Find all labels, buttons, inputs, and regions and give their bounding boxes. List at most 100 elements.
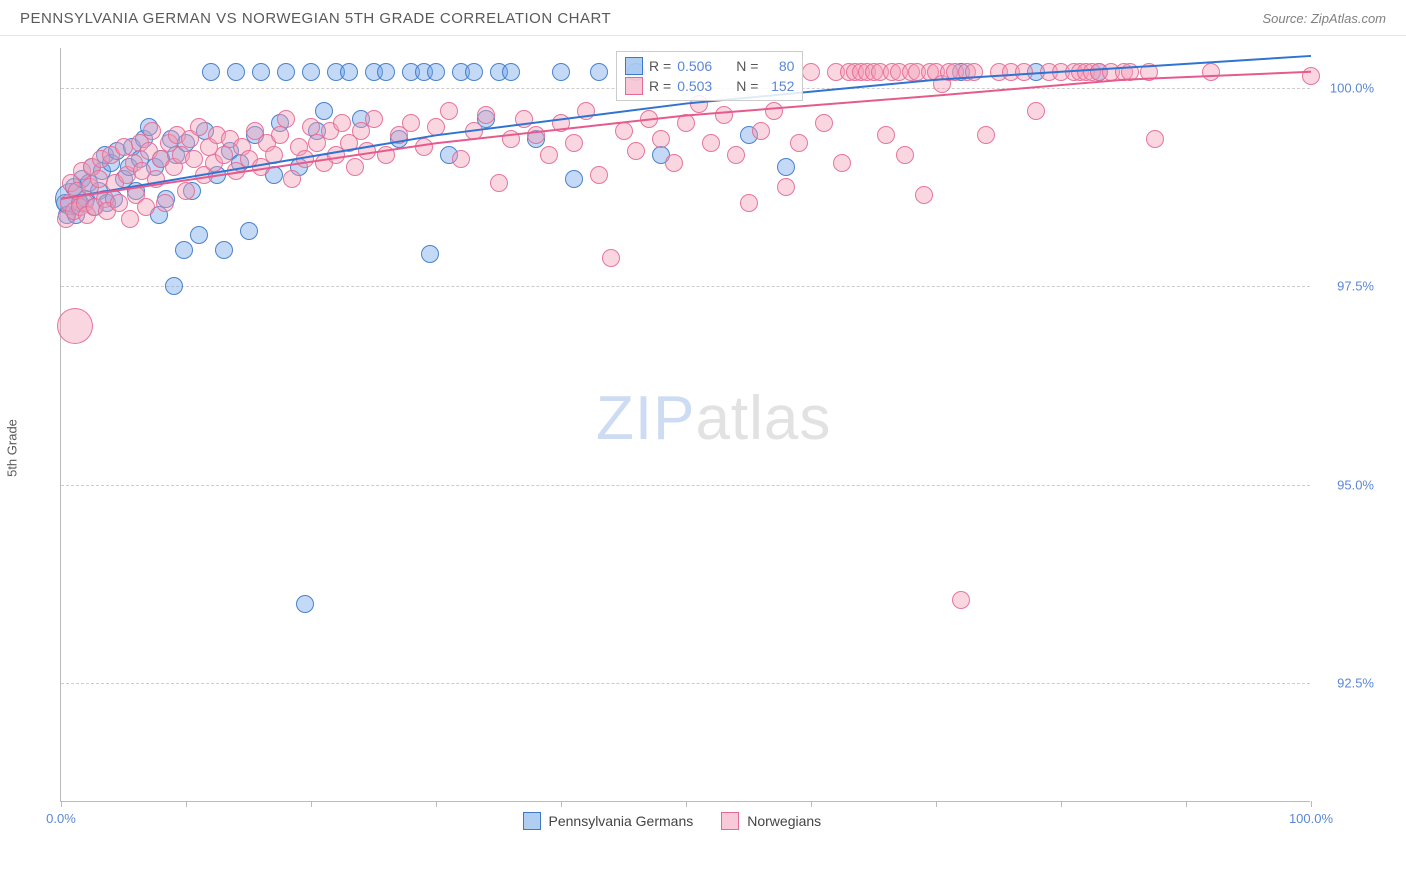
data-point-no [333,114,351,132]
data-point-no [190,118,208,136]
data-point-no [752,122,770,140]
data-point-no [271,126,289,144]
data-point-no [177,182,195,200]
data-point-no [727,146,745,164]
data-point-no [802,63,820,81]
data-point-no [1027,102,1045,120]
legend-label: Norwegians [747,813,821,829]
data-point-no [877,126,895,144]
legend-swatch [721,812,739,830]
data-point-no [815,114,833,132]
data-point-no [715,106,733,124]
data-point-pg [465,63,483,81]
data-point-pg [502,63,520,81]
data-point-pg [175,241,193,259]
y-axis-label: 5th Grade [5,419,20,477]
stat-n-value: 152 [764,78,794,94]
data-point-no [833,154,851,172]
data-point-pg [202,63,220,81]
x-tick [561,801,562,807]
chart-title: PENNSYLVANIA GERMAN VS NORWEGIAN 5TH GRA… [20,10,611,27]
data-point-no [465,122,483,140]
data-point-no [552,114,570,132]
x-tick [686,801,687,807]
data-point-no [1302,67,1320,85]
data-point-no [702,134,720,152]
data-point-no [358,142,376,160]
data-point-no [627,142,645,160]
data-point-no [215,146,233,164]
stat-r-label: R = [649,58,671,74]
data-point-no [143,122,161,140]
chart-area: 5th Grade 92.5%95.0%97.5%100.0%0.0%100.0… [20,48,1386,848]
legend-item: Pennsylvania Germans [523,812,694,830]
x-tick [186,801,187,807]
data-point-no [346,158,364,176]
data-point-no [427,118,445,136]
data-point-pg [215,241,233,259]
data-point-no [652,130,670,148]
data-point-no [57,308,93,344]
legend-label: Pennsylvania Germans [549,813,694,829]
data-point-no [515,110,533,128]
watermark-part-b: atlas [695,384,831,453]
data-point-no [265,146,283,164]
data-point-no [540,146,558,164]
data-point-pg [240,222,258,240]
legend-swatch [625,57,643,75]
data-point-no [896,146,914,164]
data-point-no [502,130,520,148]
data-point-no [440,102,458,120]
data-point-pg [302,63,320,81]
x-tick [936,801,937,807]
data-point-no [296,150,314,168]
data-point-no [277,110,295,128]
data-point-no [615,122,633,140]
legend-stats: R =0.506N =80R =0.503N =152 [616,51,803,101]
data-point-pg [777,158,795,176]
legend-swatch [625,77,643,95]
data-point-pg [552,63,570,81]
data-point-no [477,106,495,124]
y-tick-label: 97.5% [1337,279,1374,294]
data-point-no [283,170,301,188]
legend-stats-row: R =0.503N =152 [625,76,794,96]
data-point-no [952,591,970,609]
data-point-no [790,134,808,152]
data-point-no [402,114,420,132]
data-point-no [565,134,583,152]
data-point-pg [377,63,395,81]
x-tick [1186,801,1187,807]
data-point-no [640,110,658,128]
data-point-no [415,138,433,156]
data-point-no [965,63,983,81]
stat-n-value: 80 [764,58,794,74]
data-point-pg [296,595,314,613]
data-point-no [156,194,174,212]
x-tick [1061,801,1062,807]
data-point-no [377,146,395,164]
data-point-pg [427,63,445,81]
gridline-h [61,485,1310,486]
stat-r-label: R = [649,78,671,94]
legend-item: Norwegians [721,812,821,830]
stat-r-value: 0.503 [677,78,712,94]
data-point-no [1140,63,1158,81]
data-point-no [527,126,545,144]
y-tick-label: 95.0% [1337,477,1374,492]
data-point-no [1146,130,1164,148]
data-point-no [765,102,783,120]
x-tick [311,801,312,807]
y-tick-label: 100.0% [1330,80,1374,95]
data-point-no [452,150,470,168]
data-point-pg [190,226,208,244]
data-point-no [740,194,758,212]
data-point-pg [277,63,295,81]
y-tick-label: 92.5% [1337,675,1374,690]
stat-n-label: N = [736,58,758,74]
x-tick-label-end: 100.0% [1289,801,1333,826]
x-tick [811,801,812,807]
data-point-no [490,174,508,192]
data-point-no [137,198,155,216]
data-point-no [590,166,608,184]
